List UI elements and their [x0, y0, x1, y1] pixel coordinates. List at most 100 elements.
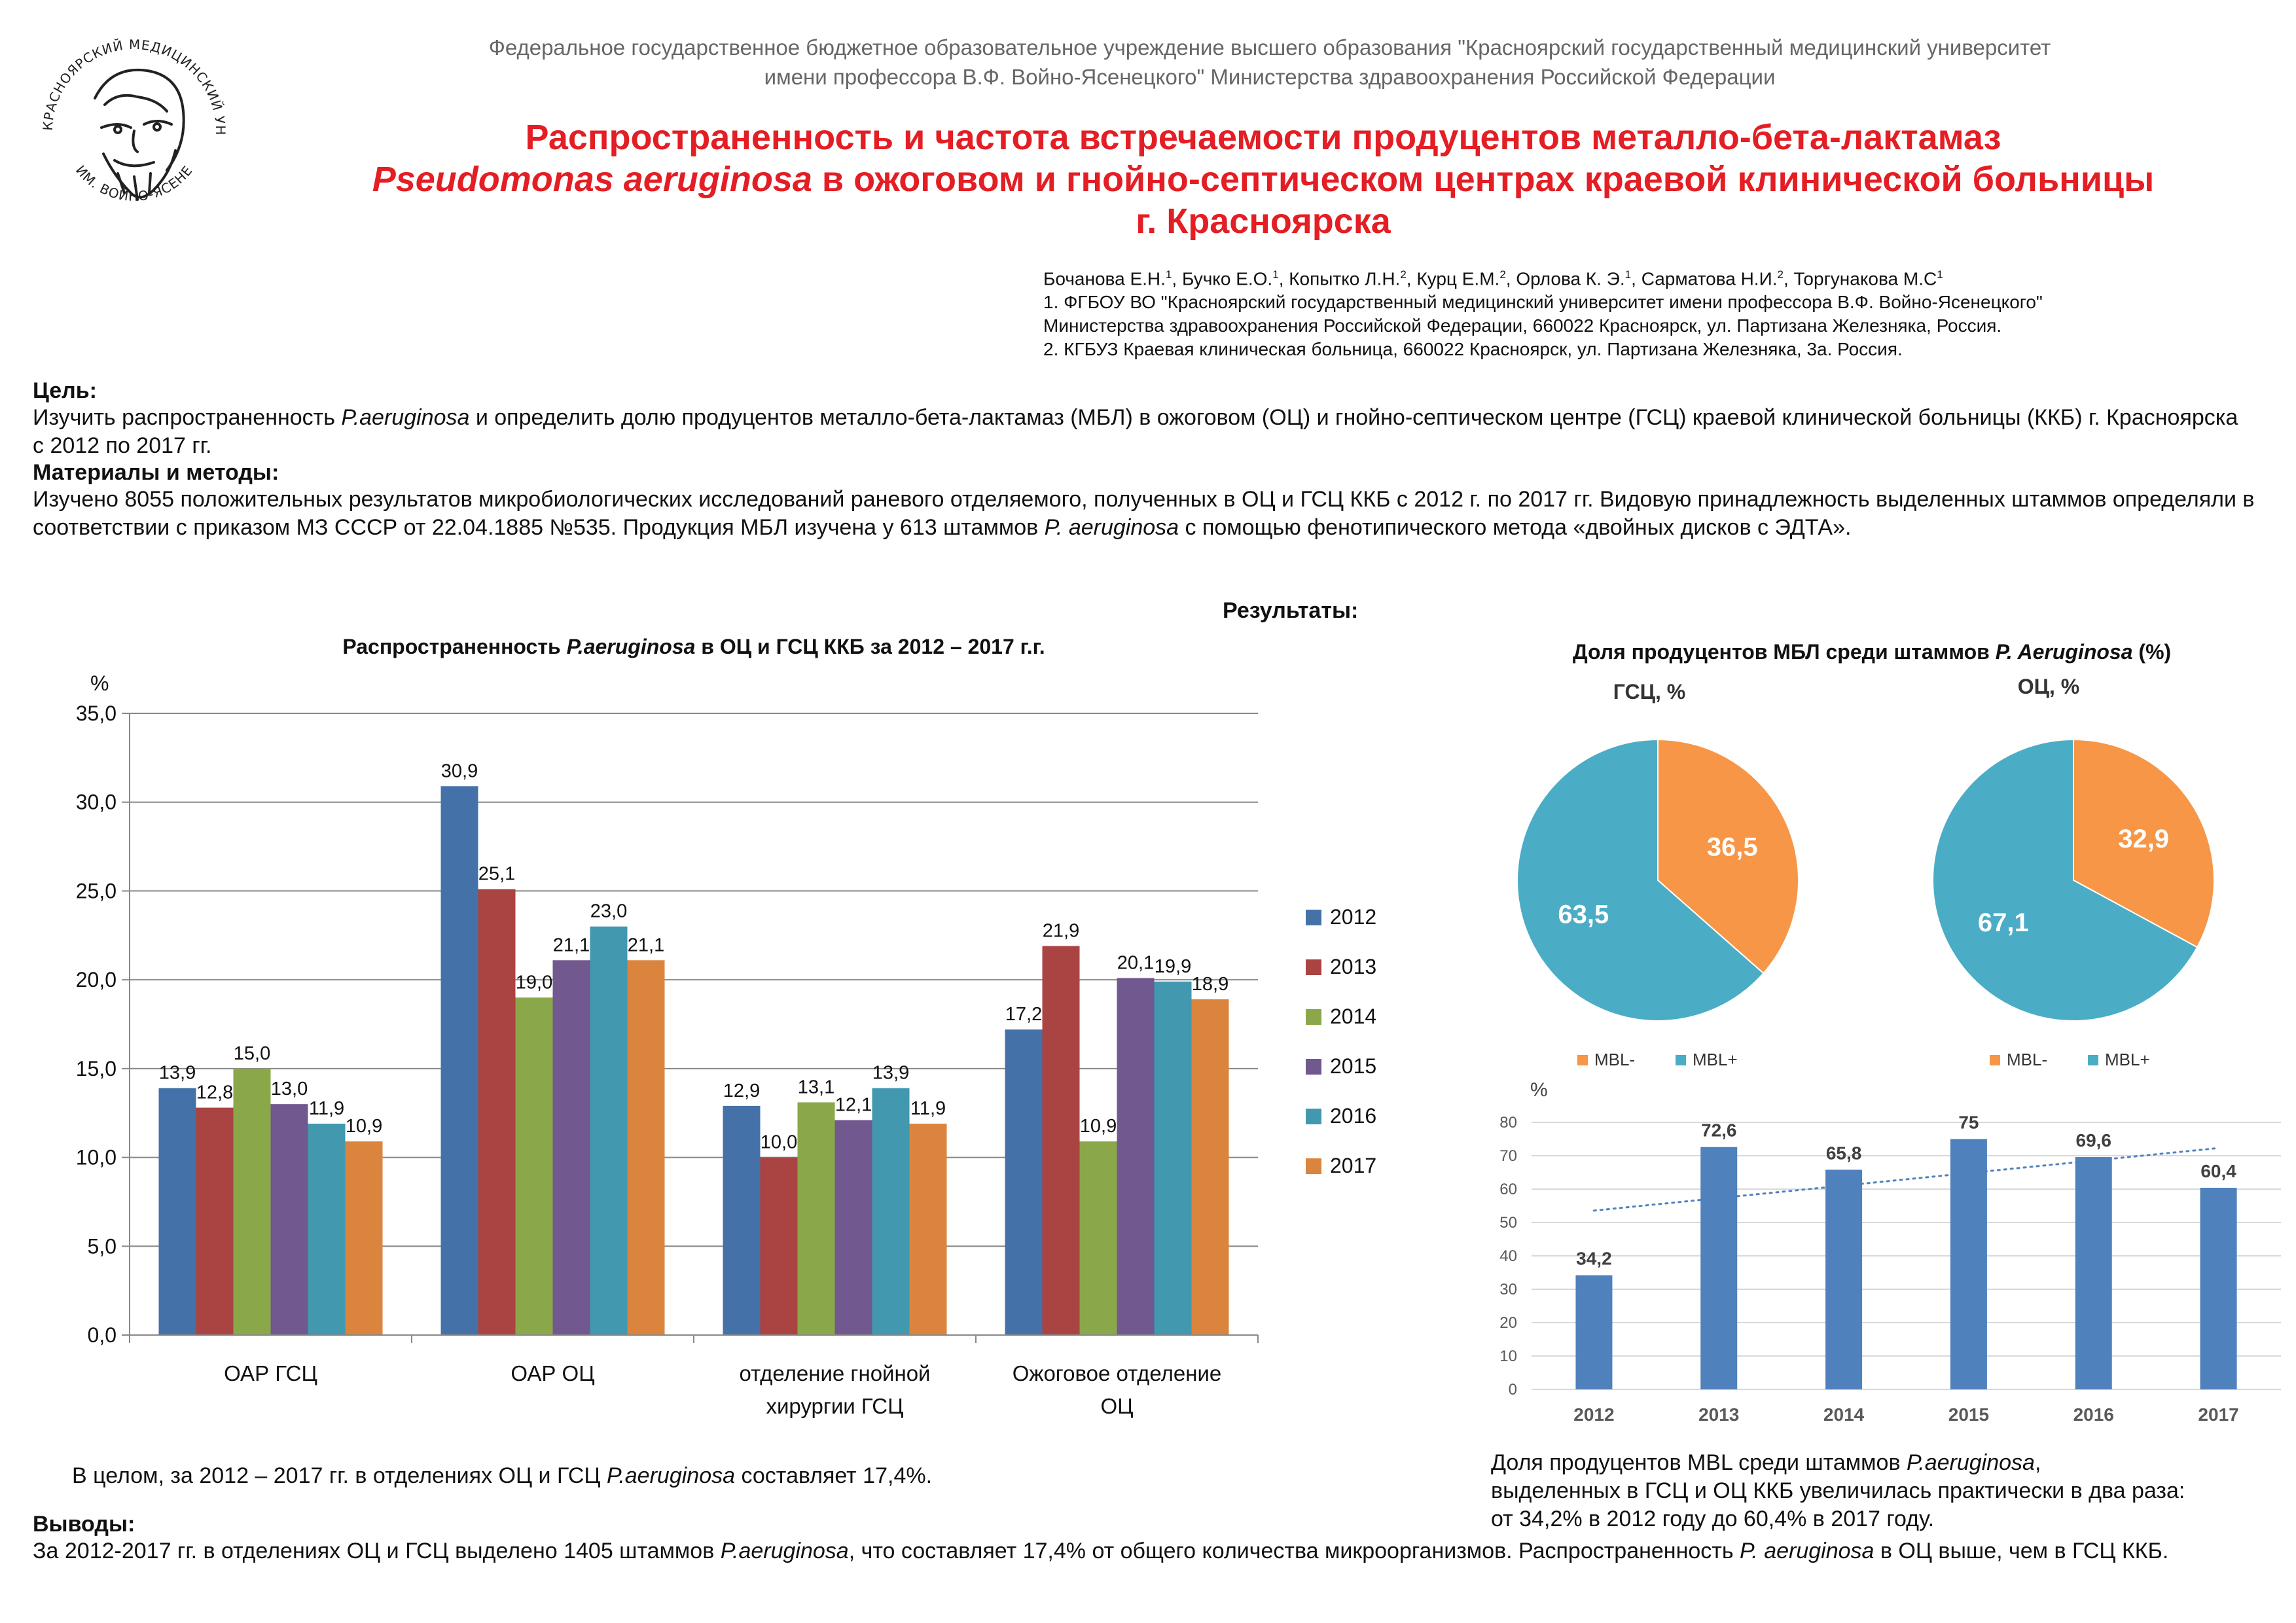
bar-data-label: 21,1	[553, 935, 590, 955]
goal-species: P.aeruginosa	[341, 405, 470, 430]
methods-text-pre: Изучено 8055 положительных результатов м…	[33, 487, 2255, 540]
bar-2014	[515, 997, 553, 1335]
affiliation-1-line-2: Министерства здравоохранения Российской …	[1043, 315, 2002, 336]
bar-2014	[797, 1102, 835, 1335]
bar-data-label: 25,1	[478, 864, 515, 885]
bar-2016	[590, 926, 628, 1335]
trend-y-tick-label: 40	[1499, 1247, 1517, 1265]
goal-text-post: и определить долю продуцентов металло-бе…	[469, 405, 2238, 430]
trend-x-tick-label: 2014	[1823, 1404, 1865, 1425]
pie-slice-label: 63,5	[1558, 900, 1609, 929]
bar-data-label: 12,9	[723, 1080, 760, 1101]
bar-y-tick-label: 20,0	[76, 968, 117, 991]
trend-y-tick-label: 30	[1499, 1281, 1517, 1298]
author-affiliation-index: 1	[1937, 268, 1943, 281]
bar-category-label: ОАР ГСЦ	[224, 1361, 317, 1385]
bar-y-axis-label: %	[90, 671, 109, 695]
summary-species: P.aeruginosa	[607, 1463, 736, 1488]
methods-text: Изучено 8055 положительных результатов м…	[33, 486, 2265, 542]
trend-data-label: 34,2	[1576, 1249, 1612, 1269]
mbl-caption-species: P.aeruginosa	[1906, 1450, 2035, 1475]
author-name: Торгунакова М.С	[1793, 268, 1937, 289]
conclusions-species-2: P. aeruginosa	[1740, 1539, 1874, 1563]
trend-bar-2017	[2200, 1187, 2237, 1389]
bar-data-label: 21,9	[1043, 921, 1079, 942]
goal-period: с 2012 по 2017 гг.	[33, 433, 212, 458]
trend-y-tick-label: 10	[1499, 1347, 1517, 1365]
bar-data-label: 30,9	[441, 760, 478, 781]
author-name: Сарматова Н.И.	[1641, 268, 1778, 289]
bar-data-label: 13,0	[271, 1079, 308, 1099]
trend-y-tick-label: 0	[1509, 1381, 1517, 1399]
summary-pre: В целом, за 2012 – 2017 гг. в отделениях…	[72, 1463, 607, 1488]
bar-data-label: 10,9	[1080, 1116, 1117, 1137]
bar-2013	[1042, 946, 1080, 1335]
legend-swatch-2015	[1306, 1059, 1321, 1075]
bar-category-label: отделение гнойной	[739, 1361, 930, 1385]
legend-label-2017: 2017	[1330, 1154, 1376, 1177]
pie-legend-swatch	[1676, 1055, 1686, 1065]
title-species: Pseudomonas aeruginosa	[372, 160, 812, 199]
author-name: Копытко Л.Н.	[1289, 268, 1401, 289]
summary-post: составляет 17,4%.	[735, 1463, 933, 1488]
bar-data-label: 12,1	[835, 1095, 872, 1116]
mbl-trend-chart: % 0 10 20 30 40 50 60 70 80 34,2 2012 72,6 2013 65,8 20…	[1479, 1060, 2291, 1453]
mbl-caption-post: ,	[2034, 1450, 2041, 1475]
institution-header: Федеральное государственное бюджетное об…	[327, 33, 2212, 92]
legend-swatch-2016	[1306, 1109, 1321, 1124]
legend-label-2014: 2014	[1330, 1005, 1376, 1028]
trend-x-tick-label: 2017	[2198, 1404, 2238, 1425]
bar-2016	[1154, 981, 1192, 1335]
bar-2013	[196, 1107, 234, 1335]
author-name: Бучко Е.О.	[1181, 268, 1273, 289]
pie-title-post: (%)	[2132, 640, 2172, 664]
trend-x-tick-label: 2012	[1573, 1404, 1614, 1425]
trend-line	[1592, 1147, 2220, 1212]
institution-line-2: имени профессора В.Ф. Войно-Ясенецкого" …	[764, 65, 1776, 89]
trend-data-label: 72,6	[1701, 1120, 1737, 1141]
bar-category-label: ОАР ОЦ	[511, 1361, 594, 1385]
prevalence-bar-chart: % 0,0 5,0 10,0 15,0 20,0 25,0 30,0 35,0 13,9 12,8 1…	[39, 661, 1414, 1440]
mbl-caption-line-1: Доля продуцентов MBL среди штаммов P.aer…	[1491, 1449, 2289, 1477]
bar-data-label: 21,1	[628, 935, 664, 955]
institution-line-1: Федеральное государственное бюджетное об…	[488, 35, 2051, 60]
title-line-2-rest: в ожоговом и гнойно-септическом центрах …	[812, 160, 2155, 199]
bar-2014	[233, 1068, 271, 1335]
methods-species: P. aeruginosa	[1044, 515, 1179, 540]
author-affiliation-index: 2	[1400, 268, 1407, 281]
bar-2016	[872, 1088, 910, 1335]
methods-heading: Материалы и методы:	[33, 460, 279, 485]
legend-swatch-2014	[1306, 1009, 1321, 1025]
pie-slice-label: 36,5	[1707, 833, 1758, 862]
pie-legend-swatch	[1990, 1055, 2000, 1065]
legend-swatch-2017	[1306, 1158, 1321, 1174]
pie-slice-MBL-	[1657, 738, 1799, 974]
trend-data-label: 75	[1958, 1113, 1979, 1133]
bar-data-label: 11,9	[309, 1098, 344, 1119]
trend-y-tick-label: 80	[1499, 1114, 1517, 1132]
svg-text:КРАСНОЯРСКИЙ МЕДИЦИНСКИЙ УНИВЕ: КРАСНОЯРСКИЙ МЕДИЦИНСКИЙ УНИВЕРСИТЕТ	[26, 13, 228, 135]
trend-x-tick-label: 2016	[2073, 1404, 2114, 1425]
legend-label-2016: 2016	[1330, 1104, 1376, 1128]
bar-2017	[345, 1141, 383, 1335]
mbl-caption-pre: Доля продуцентов MBL среди штаммов	[1491, 1450, 1907, 1475]
trend-bar-2012	[1575, 1275, 1613, 1389]
pie-legend-label: MBL+	[1693, 1050, 1738, 1069]
bar-data-label: 13,9	[159, 1063, 196, 1084]
prevalence-bar-chart-svg: %0,05,010,015,020,025,030,035,013,912,81…	[76, 671, 1376, 1418]
pie-slice-MBL-	[2073, 738, 2215, 948]
title-line-1: Распространенность и частота встречаемос…	[525, 118, 2001, 157]
bar-2017	[1191, 999, 1229, 1335]
bar-2015	[834, 1120, 872, 1335]
conclusions-section: Выводы: За 2012-2017 гг. в отделениях ОЦ…	[33, 1512, 2265, 1565]
title-line-3: г. Красноярска	[1136, 202, 1391, 241]
trend-data-label: 69,6	[2076, 1130, 2112, 1150]
bar-data-label: 10,0	[761, 1132, 797, 1153]
mbl-pie-charts-svg: ГСЦ, % 36,5 63,5 MBL- MBL+ ОЦ, % 32,9 67,1 MBL- M…	[1516, 675, 2215, 1069]
bar-2017	[627, 960, 665, 1335]
bar-2014	[1079, 1141, 1117, 1335]
bar-data-label: 18,9	[1192, 974, 1229, 995]
bar-2015	[552, 960, 590, 1335]
author-name: Бочанова Е.Н.	[1043, 268, 1166, 289]
affiliation-1-line-1: 1. ФГБОУ ВО "Красноярский государственны…	[1043, 292, 2043, 313]
